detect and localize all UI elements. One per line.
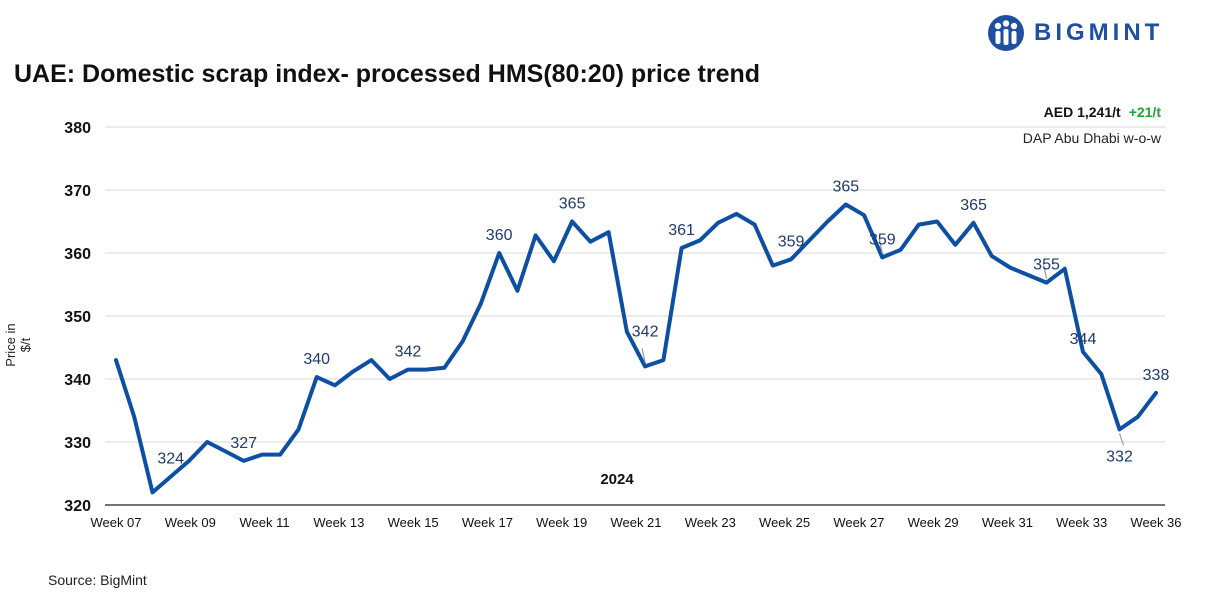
point-label: 359: [869, 231, 896, 248]
x-tick-label: Week 27: [833, 515, 884, 530]
label-leader-line: [1042, 264, 1048, 279]
price-line: AED 1,241/t +21/t: [1023, 104, 1161, 120]
point-label: 359: [778, 233, 805, 250]
point-label: 327: [230, 435, 257, 452]
point-label: 344: [1070, 331, 1097, 348]
x-tick-label: Week 19: [536, 515, 587, 530]
label-leader-line: [878, 239, 883, 254]
point-label: 342: [395, 344, 422, 361]
x-tick-label: Week 09: [165, 515, 216, 530]
x-tick-label: Week 15: [388, 515, 439, 530]
point-label: 361: [668, 222, 695, 239]
year-annotation: 2024: [600, 471, 634, 488]
y-tick-label: 320: [64, 498, 91, 515]
x-tick-label: Week 36: [1130, 515, 1181, 530]
point-label: 332: [1106, 448, 1133, 465]
x-axis-ticks: Week 07 Week 09 Week 11 Week 13 Week 15 Week …: [90, 515, 1181, 530]
x-tick-label: Week 23: [685, 515, 736, 530]
y-tick-label: 340: [64, 372, 91, 389]
point-labels: 324 327 340 342 360 365 342 361 359 365 359 365 355 3…: [157, 178, 1169, 467]
x-tick-label: Week 11: [240, 515, 290, 530]
x-tick-label: Week 25: [759, 515, 810, 530]
point-label: 355: [1033, 257, 1060, 274]
point-label: 365: [832, 178, 859, 195]
label-leader-line: [1118, 433, 1125, 446]
x-tick-label: Week 17: [462, 515, 513, 530]
x-tick-label: Week 07: [90, 515, 141, 530]
bigmint-logo-icon: [988, 15, 1024, 51]
price-basis: DAP Abu Dhabi w-o-w: [1022, 130, 1161, 146]
grid-lines: [105, 126, 1165, 506]
brand-logo: BIGMINT: [986, 14, 1163, 52]
x-tick-label: Week 29: [908, 515, 959, 530]
brand-name: BIGMINT: [1034, 19, 1164, 46]
chart-title: UAE: Domestic scrap index- processed HMS…: [14, 60, 761, 88]
point-label: 324: [157, 451, 184, 468]
price-value: AED 1,241/t: [1043, 104, 1121, 120]
y-tick-label: 380: [64, 120, 91, 137]
point-label: 340: [303, 351, 330, 368]
price-change: +21/t: [1128, 104, 1161, 120]
series-group: [114, 202, 1158, 495]
y-tick-label: 350: [64, 309, 91, 326]
point-label: 365: [960, 197, 987, 214]
price-summary: AED 1,241/t +21/t DAP Abu Dhabi w-o-w: [1023, 104, 1161, 146]
x-tick-label: Week 21: [610, 515, 661, 530]
point-label: 342: [632, 323, 659, 340]
point-label: 338: [1143, 367, 1170, 384]
source-note: Source: BigMint: [48, 572, 147, 588]
label-leader-line: [641, 348, 646, 363]
x-tick-label: Week 13: [313, 515, 364, 530]
y-tick-label: 330: [64, 435, 91, 452]
price-series-line: [114, 202, 1158, 495]
x-tick-label: Week 33: [1056, 515, 1107, 530]
point-label: 360: [486, 227, 513, 244]
y-axis-ticks: 320 330 340 350 360 370 380: [64, 120, 91, 515]
y-tick-label: 370: [64, 183, 91, 200]
x-tick-label: Week 31: [982, 515, 1033, 530]
y-tick-label: 360: [64, 246, 91, 263]
point-label: 365: [559, 196, 586, 213]
